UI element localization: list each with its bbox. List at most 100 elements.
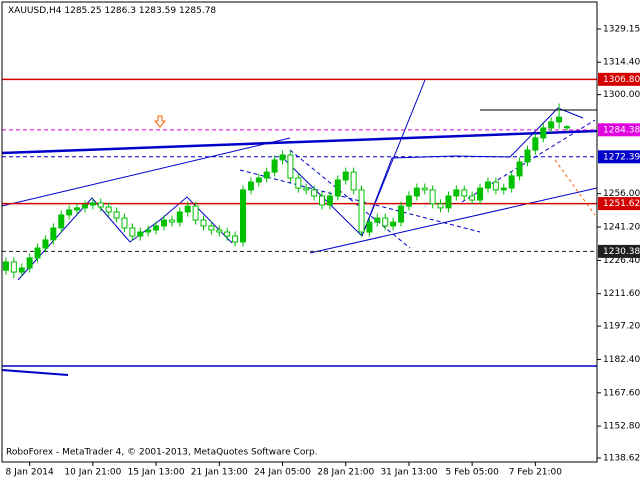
candle-body (548, 121, 555, 129)
candle-body (390, 221, 397, 227)
candle-body (398, 205, 405, 223)
y-tick-label: 1167.60 (603, 388, 640, 398)
candle-body (374, 217, 381, 223)
candle-body (2, 261, 9, 271)
candle-body (484, 181, 491, 189)
candle-body (445, 195, 452, 209)
short-line (1, 369, 69, 376)
level-label-box (598, 150, 640, 164)
candle-body (89, 202, 96, 206)
projection (554, 159, 596, 216)
last-low: 1283.59 (139, 6, 176, 16)
candle-body (216, 229, 223, 233)
y-tick-label: 1211.60 (603, 289, 640, 299)
level-label-box (598, 72, 640, 86)
x-tick-label: 15 Jan 13:00 (128, 468, 185, 478)
candle-body (350, 171, 357, 191)
candle-body (303, 187, 310, 191)
candle-body (429, 189, 436, 205)
candle-body (153, 225, 160, 231)
candle-body (232, 235, 239, 243)
candle-body (240, 189, 247, 243)
x-tick-label: 31 Jan 13:00 (380, 468, 437, 478)
y-tick-label: 1182.40 (603, 355, 640, 365)
y-tick-label: 1300.00 (603, 90, 640, 100)
candle-body (421, 187, 428, 191)
candle-body (42, 239, 49, 249)
candle-body (279, 154, 286, 161)
candle-body (160, 219, 167, 227)
candle-body (26, 257, 33, 269)
candle-body (437, 203, 444, 209)
candle-body (287, 154, 294, 179)
wave-line (17, 196, 233, 281)
candle-body (492, 181, 499, 191)
candle-body (168, 219, 175, 223)
candle-body (200, 219, 207, 227)
candle-body (184, 205, 191, 213)
x-tick-label: 24 Jan 05:00 (254, 468, 311, 478)
dashed-trend (239, 169, 481, 233)
level-label-box (598, 244, 640, 258)
y-tick-label: 1197.20 (603, 322, 640, 332)
level-label: 1272.39 (603, 152, 640, 162)
candle-body (295, 177, 302, 189)
channel-line (1, 129, 598, 155)
candle-body (176, 211, 183, 223)
candle-body (255, 177, 262, 183)
candle-body (358, 189, 365, 233)
last-close: 1285.78 (179, 6, 216, 16)
x-tick-label: 10 Jan 21:00 (64, 468, 121, 478)
candle-body (469, 195, 476, 201)
dashed-trend (289, 149, 411, 249)
candle-body (319, 195, 326, 206)
candle-body (405, 195, 412, 207)
chart-header: XAUUSD,H4 1285.25 1286.3 1283.59 1285.78 (8, 6, 216, 16)
y-tick-label: 1138.62 (603, 454, 640, 464)
candle-body (516, 161, 523, 177)
y-tick-label: 1241.20 (603, 223, 640, 233)
level-label: 1284.38 (603, 125, 640, 135)
y-tick-label: 1256.00 (603, 189, 640, 199)
candle-body (334, 179, 341, 197)
level-label-box (598, 197, 640, 211)
candle-body (121, 217, 128, 229)
candle-body (540, 127, 547, 139)
y-tick-label: 1226.40 (603, 256, 640, 266)
x-tick-label: 28 Jan 21:00 (317, 468, 374, 478)
candle-body (382, 217, 389, 227)
candle-body (74, 207, 81, 211)
footer: RoboForex - MetaTrader 4, © 2001-2013, M… (6, 448, 318, 458)
candle-body (453, 189, 460, 197)
candle-body (113, 211, 120, 219)
candle-body (477, 187, 484, 201)
candle-body (326, 195, 333, 206)
y-tick-label: 1152.80 (603, 422, 640, 432)
candle-body (263, 171, 270, 179)
candle-body (524, 149, 531, 163)
candle-body (563, 126, 570, 129)
level-label: 1230.38 (603, 247, 640, 257)
candle-body (10, 261, 17, 273)
candle-body (224, 231, 231, 237)
y-tick-label: 1329.15 (603, 24, 640, 34)
trend-line (309, 187, 598, 254)
y-tick-label: 1314.40 (603, 58, 640, 68)
x-tick-label: 21 Jan 13:00 (191, 468, 248, 478)
candle-body (137, 231, 144, 237)
plot-frame (1, 1, 598, 463)
candle-body (366, 221, 373, 233)
level-label: 1306.80 (603, 75, 640, 85)
candle-body (129, 227, 136, 237)
candle-body (342, 171, 349, 181)
candle-body (66, 209, 73, 216)
trend-line (1, 137, 291, 207)
x-tick-label: 8 Jan 2014 (6, 468, 54, 478)
candle-body (50, 227, 57, 241)
candle-body (105, 206, 112, 213)
last-high: 1286.3 (104, 6, 136, 16)
level-label: 1251.62 (603, 199, 640, 209)
candle-body (145, 229, 152, 233)
